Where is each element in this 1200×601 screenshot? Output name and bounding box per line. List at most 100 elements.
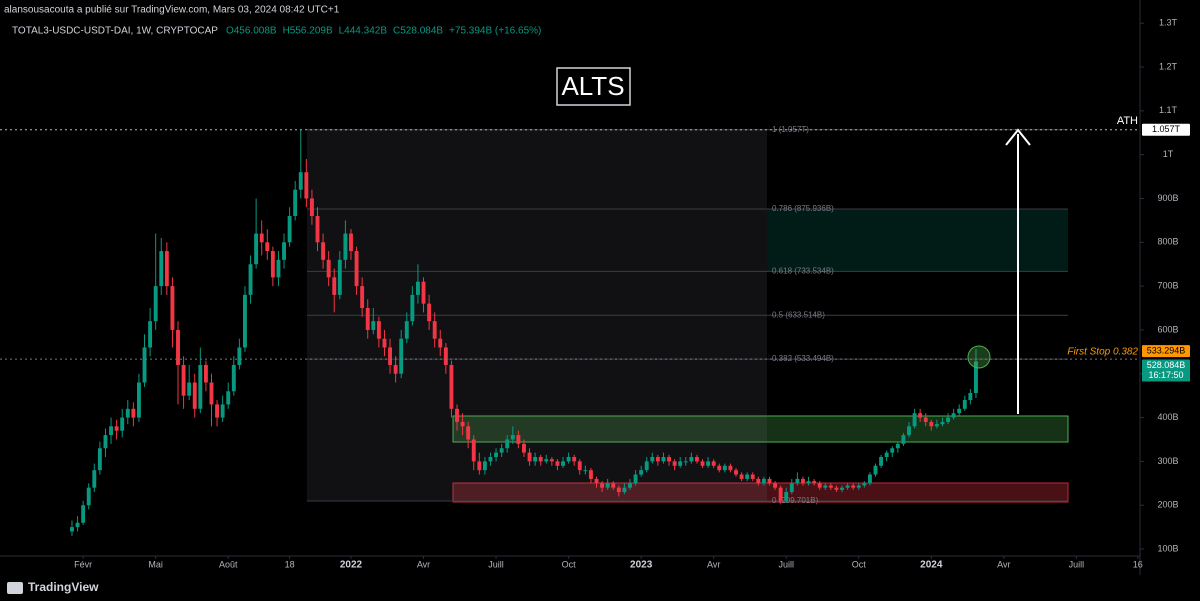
- candle-body: [198, 364, 203, 409]
- candle-body: [482, 461, 487, 471]
- candle-body: [918, 413, 923, 418]
- candle-body: [237, 347, 242, 365]
- candle-body: [644, 461, 649, 471]
- footer-logo: [7, 582, 23, 594]
- candle-body: [131, 408, 136, 418]
- candle-body: [611, 483, 616, 488]
- candle-body: [706, 461, 711, 466]
- candle-body: [142, 347, 147, 383]
- y-tick-label: 1.2T: [1159, 61, 1178, 71]
- x-tick-label: 2023: [630, 560, 653, 571]
- candle-body: [828, 485, 833, 488]
- y-tick-label: 1.3T: [1159, 18, 1178, 28]
- candle-body: [951, 413, 956, 418]
- candle-body: [231, 364, 236, 392]
- candle-body: [533, 456, 538, 462]
- first-stop-label: First Stop 0.382: [1067, 347, 1138, 358]
- candle-body: [388, 347, 392, 365]
- candle-body: [153, 286, 158, 322]
- candle-body: [471, 439, 476, 462]
- candle-body: [622, 487, 627, 493]
- candle-body: [270, 251, 275, 278]
- candle-body: [332, 277, 337, 295]
- candle-body: [494, 452, 499, 457]
- y-tick-label: 1.1T: [1159, 105, 1178, 115]
- candle-body: [349, 233, 353, 252]
- x-tick-label: Juill: [488, 559, 504, 569]
- candle-body: [650, 456, 655, 462]
- candle-body: [421, 281, 426, 304]
- candle-body: [399, 338, 404, 374]
- title-box: [556, 67, 631, 106]
- candle-body: [148, 321, 153, 348]
- candle-body: [672, 461, 677, 466]
- y-tick-label: 800B: [1157, 237, 1178, 247]
- candle-body: [561, 461, 565, 466]
- candle-body: [890, 448, 895, 453]
- fib-retracement: 1 (1.057T)0.786 (875.936B)0.618 (733.534…: [307, 125, 1068, 505]
- price-tag: [1142, 123, 1190, 136]
- chart-title: ALTS: [561, 71, 624, 101]
- candle-body: [243, 294, 247, 348]
- candle-body: [427, 303, 432, 322]
- candle-body: [628, 483, 632, 488]
- candle-body: [694, 456, 699, 462]
- candle-body: [97, 448, 102, 471]
- candle-body: [577, 461, 582, 471]
- candle-body: [784, 492, 789, 501]
- candle-body: [449, 364, 454, 409]
- candle-body: [181, 364, 186, 396]
- candle-body: [867, 474, 872, 484]
- candle-body: [728, 465, 733, 471]
- fib-target-zone: [767, 209, 1068, 272]
- x-tick-label: Juill: [1069, 559, 1085, 569]
- arrow-head: [1005, 128, 1031, 146]
- candle-body: [393, 364, 398, 374]
- legend-value: L444.342B: [339, 26, 388, 37]
- candle-body: [655, 456, 660, 462]
- candle-body: [566, 456, 571, 462]
- candle-body: [588, 470, 593, 479]
- candle-body: [438, 338, 443, 348]
- candle-body: [873, 465, 878, 475]
- candle-body: [70, 527, 74, 532]
- candle-body: [159, 251, 164, 287]
- candle-body: [120, 417, 125, 431]
- candle-body: [505, 439, 510, 449]
- fib-label: 0.786 (875.936B): [772, 204, 834, 213]
- candle-body: [884, 452, 889, 457]
- fib-label: 0.5 (633.514B): [772, 310, 825, 319]
- candle-body: [226, 391, 231, 405]
- candle-body: [75, 522, 80, 528]
- fib-label: 0.382 (533.494B): [772, 354, 834, 363]
- candle-body: [789, 483, 794, 493]
- candle-body: [851, 485, 856, 488]
- footer-brand: TradingView: [28, 580, 99, 594]
- candle-body: [103, 435, 108, 449]
- y-tick-label: 600B: [1157, 324, 1178, 334]
- candle-body: [432, 321, 437, 339]
- candle-body: [248, 264, 253, 295]
- symbol: TOTAL3-USDC-USDT-DAI, 1W, CRYPTOCAP: [12, 26, 218, 37]
- candle-body: [321, 242, 326, 260]
- x-tick-label: Avr: [707, 559, 720, 569]
- candle-body: [778, 487, 783, 501]
- y-tick-label: 100B: [1157, 543, 1178, 553]
- candle-body: [466, 426, 471, 440]
- candle-body: [282, 242, 286, 260]
- candle-body: [856, 485, 861, 488]
- candle-body: [862, 483, 867, 486]
- candle-body: [600, 483, 605, 488]
- candle-body: [544, 459, 549, 462]
- candle-body: [840, 487, 844, 490]
- candle-body: [555, 461, 560, 466]
- legend-value: C528.084B: [393, 26, 443, 37]
- candle-body: [510, 435, 515, 440]
- candle-body: [572, 456, 577, 462]
- candle-body: [756, 478, 761, 484]
- fib-label: 0 (209.701B): [772, 496, 819, 505]
- candle-body: [254, 233, 259, 265]
- candle-body: [678, 461, 683, 466]
